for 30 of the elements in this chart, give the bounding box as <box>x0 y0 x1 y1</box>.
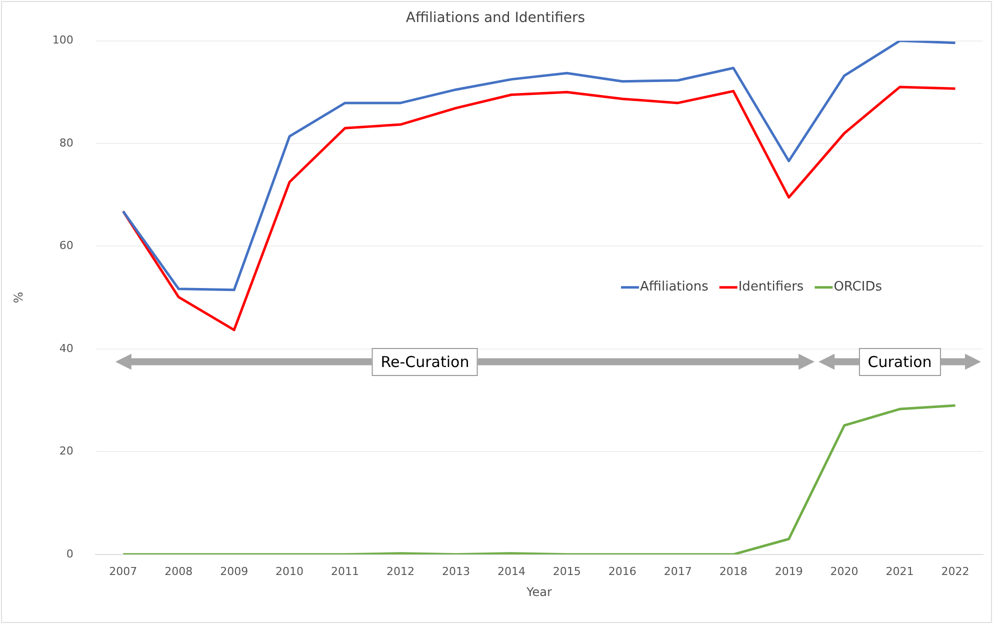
x-tick-label: 2013 <box>442 564 470 578</box>
x-tick-label: 2018 <box>719 564 748 578</box>
x-tick-label: 2007 <box>109 564 138 578</box>
y-axis-title: % <box>11 292 26 304</box>
legend-label: Affiliations <box>640 280 709 295</box>
x-tick-label: 2015 <box>552 564 581 578</box>
chart-title: Affiliations and Identifiers <box>406 10 586 26</box>
x-tick-label: 2016 <box>608 564 636 578</box>
y-tick-label: 100 <box>52 34 74 47</box>
x-tick-label: 2020 <box>830 564 858 578</box>
x-tick-label: 2012 <box>386 564 415 578</box>
x-tick-label: 2017 <box>664 564 692 578</box>
annotation: Curation <box>858 348 941 376</box>
x-tick-label: 2022 <box>941 564 970 578</box>
y-tick-label: 60 <box>59 239 74 252</box>
x-tick-label: 2011 <box>331 564 360 578</box>
y-tick-label: 20 <box>59 444 74 458</box>
y-tick-label: 80 <box>59 136 74 150</box>
annotation: Re-Curation <box>372 348 478 376</box>
x-axis-title: Year <box>525 584 552 599</box>
x-tick-label: 2008 <box>164 564 193 578</box>
x-tick-label: 2021 <box>886 564 914 578</box>
x-tick-label: 2010 <box>276 564 304 578</box>
legend-label: ORCIDs <box>834 280 882 295</box>
legend-label: Identifiers <box>738 280 804 295</box>
x-tick-label: 2014 <box>497 564 526 578</box>
x-tick-label: 2009 <box>220 564 248 578</box>
x-tick-label: 2019 <box>774 564 803 578</box>
y-tick-label: 40 <box>59 342 74 355</box>
y-tick-label: 0 <box>66 547 74 560</box>
